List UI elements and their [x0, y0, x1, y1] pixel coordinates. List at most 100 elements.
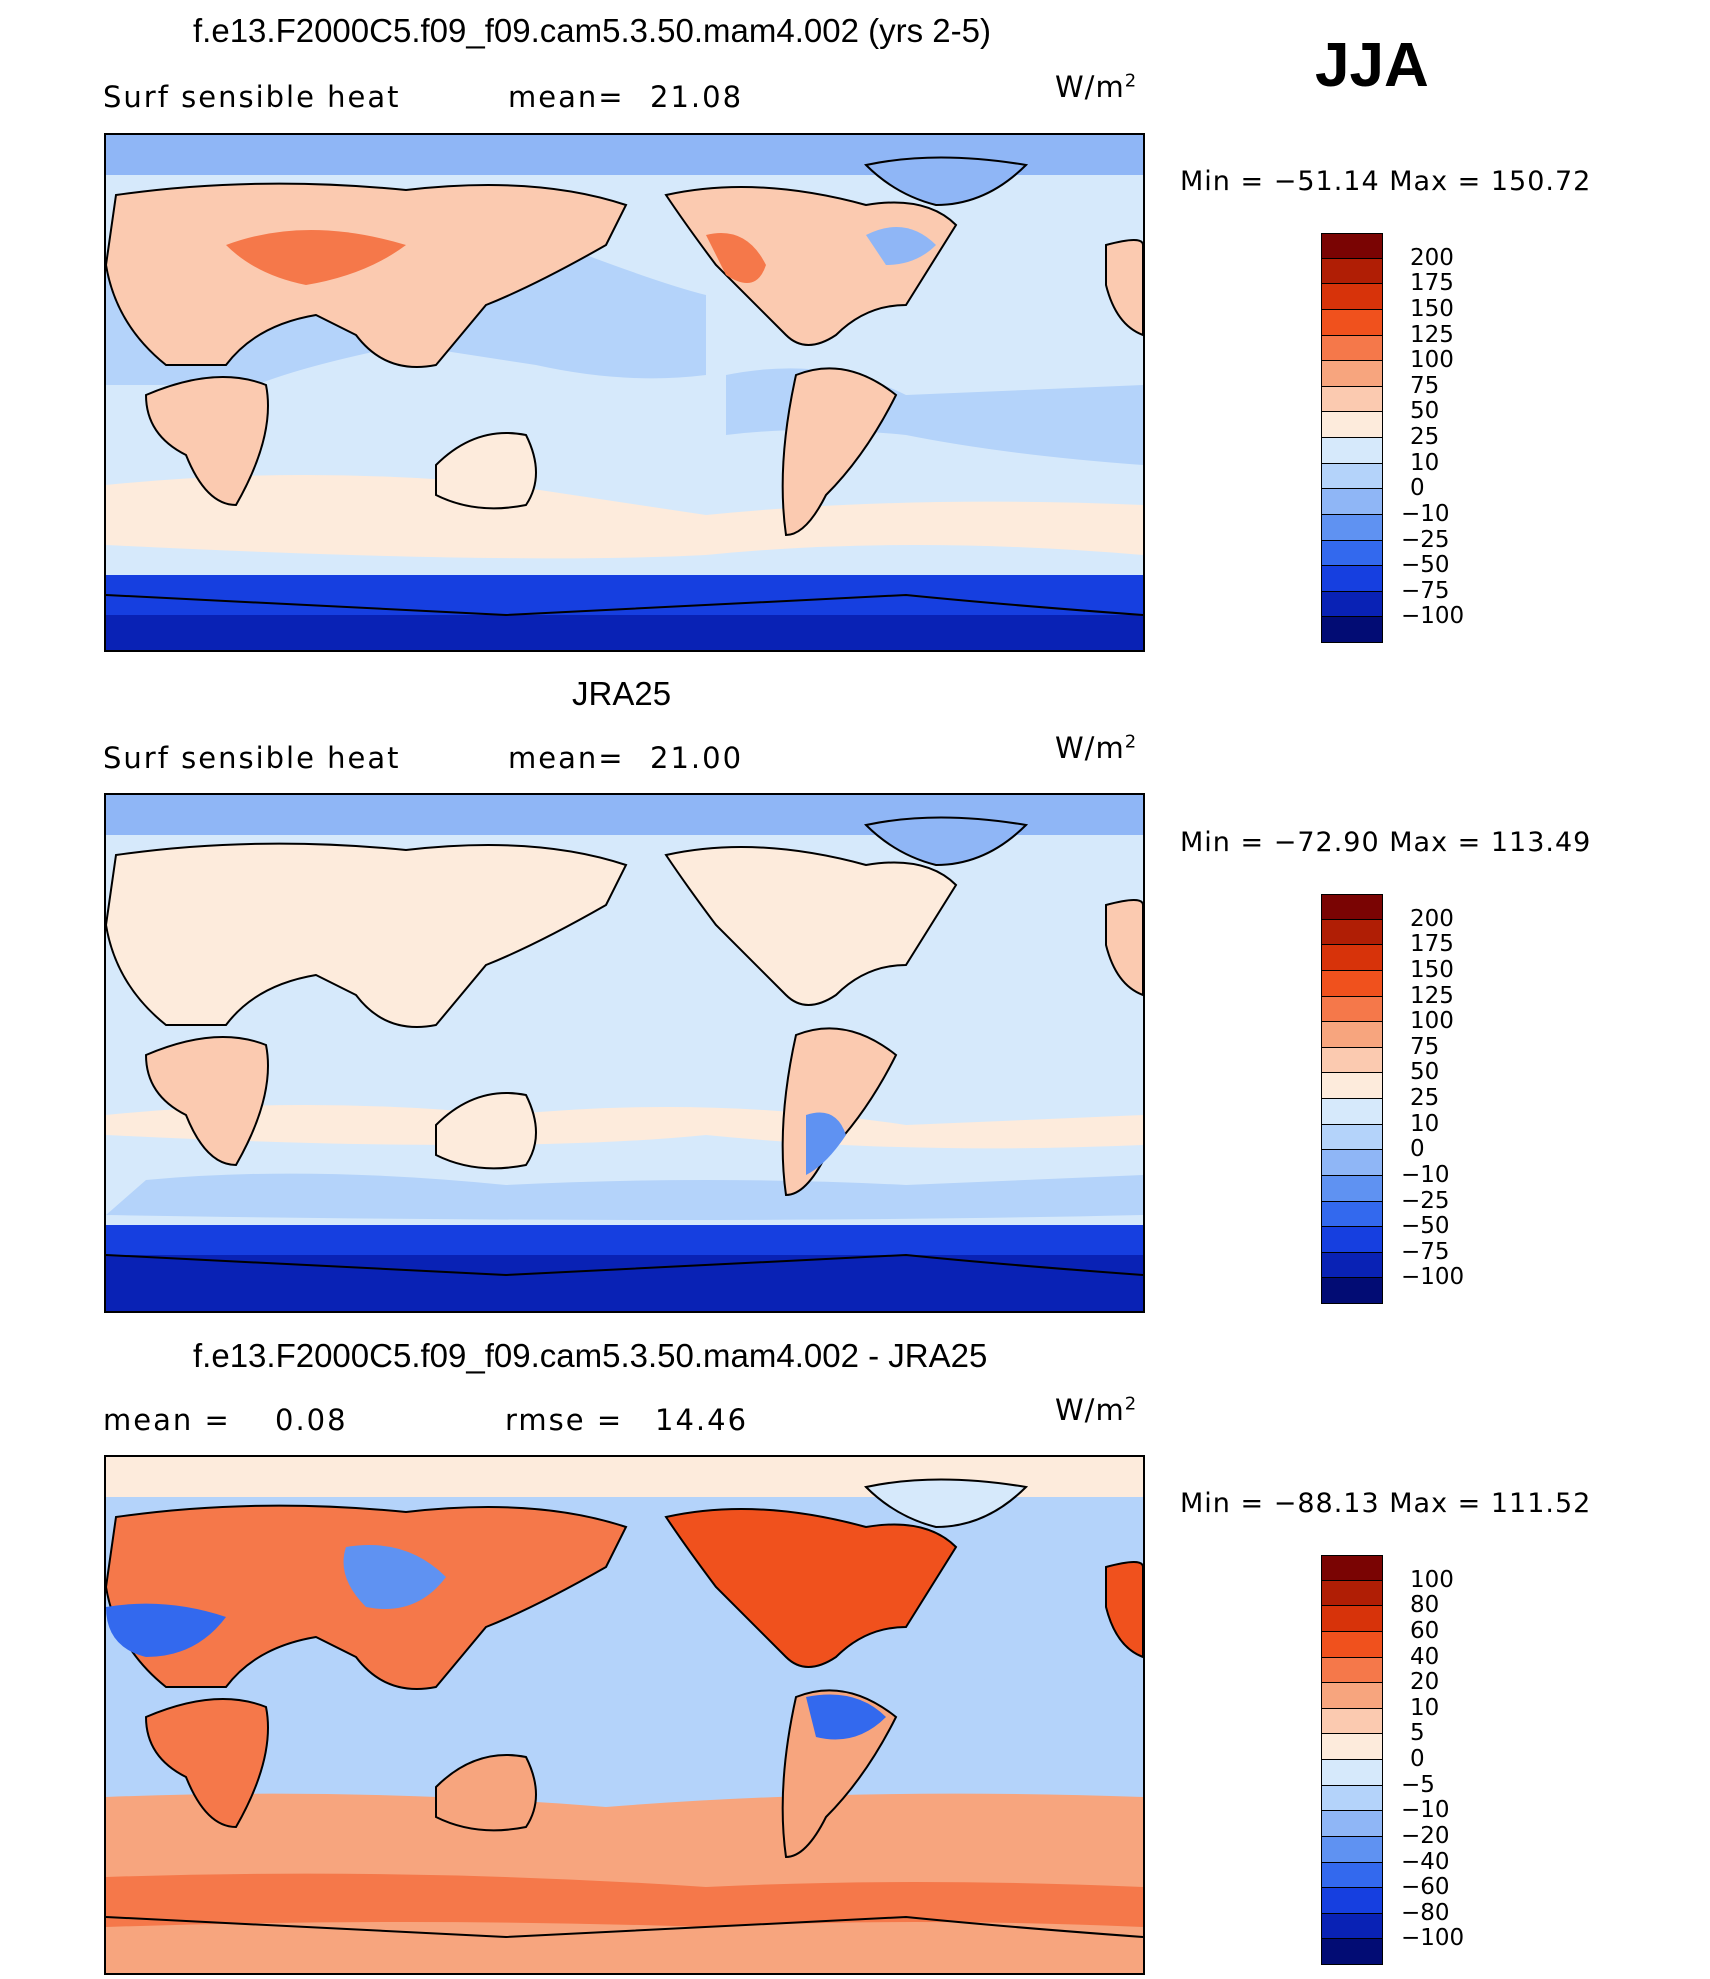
colorbar-tick-label: 10: [1410, 1110, 1440, 1137]
panel3-minmax: Min = −88.13 Max = 111.52: [1180, 1488, 1592, 1519]
colorbar-tick-label: 150: [1410, 295, 1454, 322]
colorbar-swatch: [1321, 1201, 1383, 1228]
colorbar-swatch: [1321, 540, 1383, 567]
panel1-units: W/m2: [1055, 70, 1138, 104]
colorbar-swatch: [1321, 1785, 1383, 1812]
colorbar-tick-label: 100: [1410, 1008, 1454, 1035]
panel2-mean-label: mean=: [508, 741, 625, 775]
colorbar-swatch: [1321, 412, 1383, 438]
panel1-mean-value: 21.08: [650, 80, 744, 114]
colorbar-swatch: [1321, 1124, 1383, 1151]
colorbar-tick-label: −10: [1401, 1797, 1450, 1824]
colorbar-swatch: [1321, 1811, 1383, 1837]
colorbar-tick-label: 0: [1410, 1136, 1425, 1163]
colorbar-swatch: [1321, 1862, 1383, 1889]
panel1-mean-label: mean=: [508, 80, 625, 114]
colorbar-swatch: [1321, 1555, 1383, 1581]
colorbar-swatch: [1321, 1657, 1383, 1684]
colorbar-swatch: [1321, 1227, 1383, 1253]
panel1-map: [104, 133, 1145, 652]
panel1-title: f.e13.F2000C5.f09_f09.cam5.3.50.mam4.002…: [193, 12, 991, 49]
colorbar-tick-label: 25: [1410, 1085, 1440, 1111]
colorbar-swatch: [1321, 386, 1383, 413]
colorbar-tick-label: −20: [1401, 1822, 1450, 1849]
colorbar-swatch: [1321, 1606, 1383, 1632]
colorbar-swatch: [1321, 617, 1383, 643]
colorbar-swatch: [1321, 1888, 1383, 1914]
colorbar-swatch: [1321, 1580, 1383, 1607]
panel2-map: [104, 793, 1145, 1313]
panel2-minmax: Min = −72.90 Max = 113.49: [1180, 827, 1592, 858]
colorbar-swatch: [1321, 996, 1383, 1023]
colorbar-tick-label: 40: [1410, 1643, 1440, 1670]
colorbar-tick-label: −25: [1401, 1187, 1450, 1214]
colorbar-swatch: [1321, 438, 1383, 464]
colorbar-tick-label: −25: [1401, 526, 1450, 553]
colorbar-swatch: [1321, 919, 1383, 946]
colorbar-swatch: [1321, 566, 1383, 592]
colorbar-tick-label: 75: [1410, 1033, 1440, 1060]
colorbar-swatch: [1321, 1913, 1383, 1940]
colorbar-tick-label: −50: [1401, 1213, 1450, 1240]
panel3-mean-value: 0.08: [275, 1403, 348, 1437]
colorbar-swatch: [1321, 1278, 1383, 1304]
colorbar-swatch: [1321, 1099, 1383, 1125]
season-label: JJA: [1315, 31, 1429, 100]
colorbar-tick-label: 150: [1410, 956, 1454, 983]
panel3-units: W/m2: [1055, 1393, 1138, 1427]
colorbar-swatch: [1321, 1150, 1383, 1176]
panel1-colorbar: 200 175 150 125 100 75 50 25 10 0 −10 −25 −50 −75 −100: [1321, 233, 1464, 643]
colorbar-tick-label: −10: [1401, 500, 1450, 527]
colorbar-swatch: [1321, 1939, 1383, 1965]
colorbar-swatch: [1321, 1708, 1383, 1735]
colorbar-swatch: [1321, 945, 1383, 971]
colorbar-swatch: [1321, 1175, 1383, 1202]
panel3-rmse-label: rmse =: [505, 1403, 624, 1437]
colorbar-swatch: [1321, 1631, 1383, 1658]
colorbar-tick-label: 175: [1410, 270, 1454, 297]
panel3-title: f.e13.F2000C5.f09_f09.cam5.3.50.mam4.002…: [193, 1337, 988, 1374]
colorbar-tick-label: −100: [1401, 1925, 1465, 1952]
colorbar-swatch: [1321, 335, 1383, 362]
panel2-colorbar: 200 175 150 125 100 75 50 25 10 0 −10 −25 −50 −75 −100: [1321, 894, 1464, 1304]
colorbar-tick-label: 175: [1410, 931, 1454, 958]
colorbar-tick-label: −100: [1401, 1264, 1465, 1291]
panel3-colorbar: 100 80 60 40 20 10 5 0 −5 −10 −20 −40 −60 −80 −100: [1321, 1555, 1464, 1965]
panel2-variable-label: Surf sensible heat: [103, 741, 401, 775]
colorbar-swatch: [1321, 1073, 1383, 1099]
colorbar-tick-label: 100: [1410, 347, 1454, 374]
colorbar-tick-label: 0: [1410, 1746, 1425, 1772]
colorbar-tick-label: 200: [1410, 905, 1454, 932]
colorbar-swatch: [1321, 1760, 1383, 1786]
colorbar-tick-label: −60: [1401, 1874, 1450, 1901]
colorbar-tick-label: −10: [1401, 1161, 1450, 1188]
colorbar-swatch: [1321, 1683, 1383, 1709]
colorbar-tick-label: 125: [1410, 982, 1454, 1009]
panel2-title: JRA25: [572, 675, 672, 712]
colorbar-tick-label: 125: [1410, 321, 1454, 348]
colorbar-swatch: [1321, 591, 1383, 618]
colorbar-swatch: [1321, 361, 1383, 387]
colorbar-tick-label: 10: [1410, 449, 1440, 476]
colorbar-swatch: [1321, 1252, 1383, 1279]
colorbar-swatch: [1321, 1734, 1383, 1760]
colorbar-tick-label: −40: [1401, 1848, 1450, 1875]
colorbar-tick-label: −50: [1401, 552, 1450, 579]
colorbar-swatch: [1321, 894, 1383, 920]
panel2-units: W/m2: [1055, 731, 1138, 765]
colorbar-tick-label: −100: [1401, 603, 1465, 630]
colorbar-tick-label: 60: [1410, 1617, 1440, 1644]
colorbar-tick-label: 0: [1410, 475, 1425, 502]
colorbar-swatch: [1321, 1836, 1383, 1863]
colorbar-tick-label: −75: [1401, 1238, 1450, 1265]
colorbar-tick-label: 50: [1410, 398, 1440, 425]
colorbar-tick-label: −75: [1401, 577, 1450, 604]
colorbar-swatch: [1321, 463, 1383, 490]
colorbar-swatch: [1321, 489, 1383, 515]
colorbar-swatch: [1321, 514, 1383, 541]
colorbar-tick-label: 75: [1410, 372, 1440, 399]
colorbar-swatch: [1321, 258, 1383, 285]
colorbar-tick-label: −80: [1401, 1899, 1450, 1926]
panel3-mean-label: mean =: [103, 1403, 231, 1437]
panel3-map: [104, 1455, 1145, 1975]
